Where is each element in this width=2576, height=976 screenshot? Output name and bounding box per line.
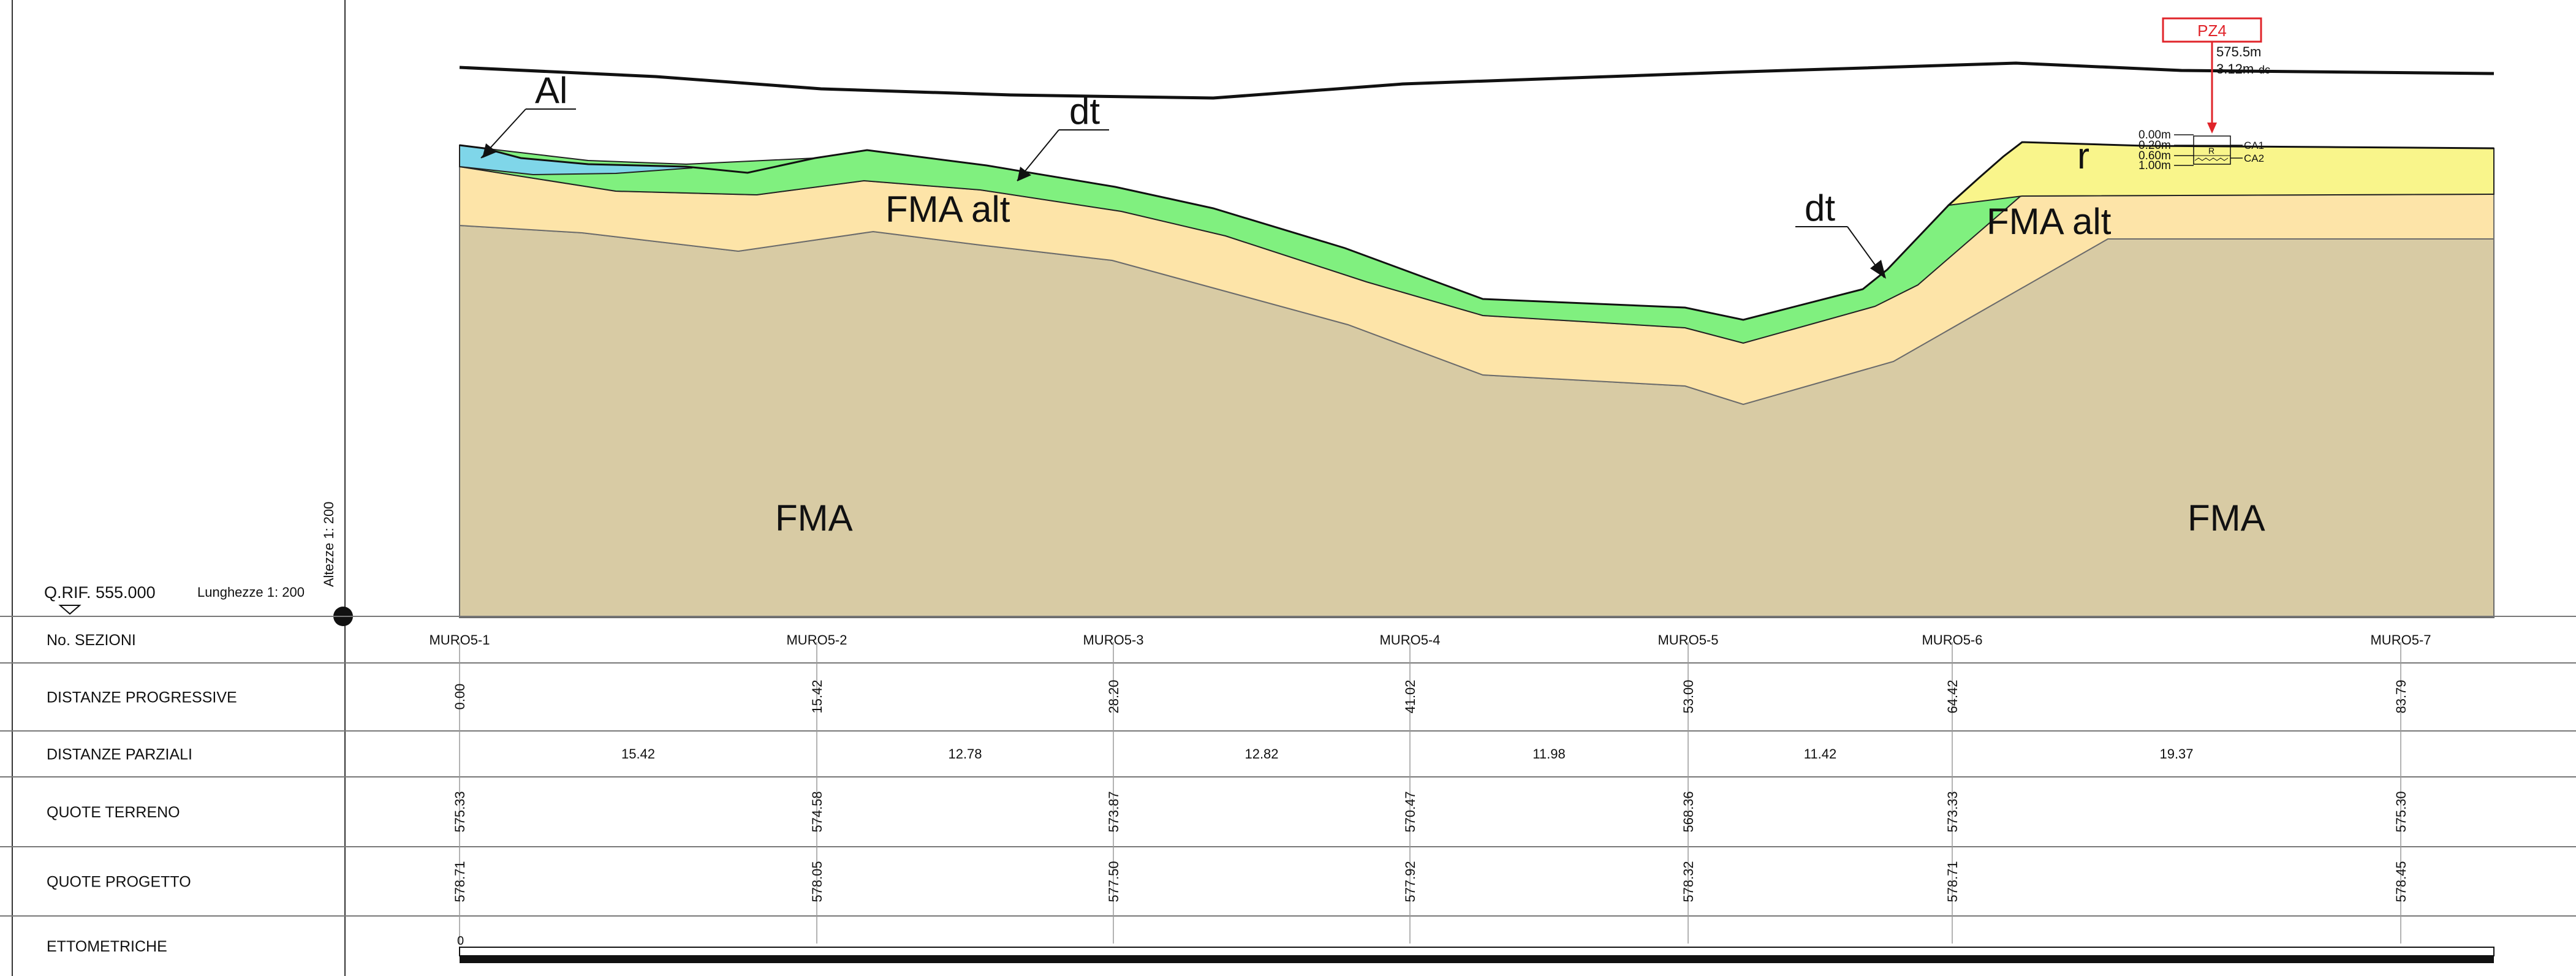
ettometriche-bar: 0 [457,934,2495,963]
project-elevation: 578.32 [1681,861,1696,902]
terrain-elevation: 568.36 [1681,791,1696,832]
geology-labels: FMA FMA FMA alt FMA alt Al dt dt r [480,70,2265,539]
log-depth-1: 0.20m [2138,139,2171,152]
project-elevation: 578.71 [452,861,468,902]
partial-distance: 11.98 [1532,746,1565,762]
reference-triangle-icon [58,605,81,615]
row-header-sections: No. SEZIONI [47,632,136,649]
progressive-distance: 15.42 [809,679,825,713]
terrain-elevation: 575.30 [2393,791,2409,832]
row-header-terrain: QUOTE TERRENO [47,804,180,821]
terrain-elevation: 574.58 [809,791,825,832]
piezometer-id-box [2162,17,2262,43]
piezometer-arrow-icon [2207,123,2217,134]
ettometriche-start: 0 [457,934,464,948]
section-name: MURO5-6 [1922,632,1982,648]
project-elevation: 577.50 [1106,861,1121,902]
row-header-project: QUOTE PROGETTO [47,874,191,891]
fma-bedrock-layer [459,224,2495,618]
piezometer-id: PZ4 [2197,21,2227,40]
project-elevation: 577.92 [1403,861,1418,902]
dt-label-2: dt [1805,187,1835,229]
partial-distance: 12.78 [948,746,982,762]
fma-label-left: FMA [775,497,853,539]
piezometer-depth-unit: dc [2259,64,2270,76]
piezometer-elevation: 575.5m [2216,44,2261,59]
terrain-elevation: 575.33 [452,791,468,832]
fma-alt-label-left: FMA alt [885,189,1010,230]
row-header-partial: DISTANZE PARZIALI [47,746,192,763]
log-sample-2: CA2 [2244,153,2264,164]
log-depth-0: 0.00m [2138,129,2171,142]
section-name: MURO5-3 [1083,632,1143,648]
partial-distance: 12.82 [1244,746,1278,762]
lengths-scale: Lunghezze 1: 200 [197,584,305,600]
heights-scale: Altezze 1: 200 [321,502,336,587]
r-label: r [2077,135,2089,176]
section-name: MURO5-2 [786,632,847,648]
progressive-distance: 0.00 [452,684,468,710]
progressive-distance: 53.00 [1681,679,1696,713]
progressive-distance: 41.02 [1403,679,1418,713]
piezometer-pz4: PZ4 575.5m 3.12m dc 0.00m 0.20m 0.60m 1.… [2138,17,2270,172]
section-data-table: No. SEZIONI DISTANZE PROGRESSIVE DISTANZE … [0,616,2576,955]
project-elevation: 578.05 [809,861,825,902]
ground-profile-line [459,141,2495,321]
section-name: MURO5-7 [2370,632,2431,648]
terrain-elevation: 573.87 [1106,791,1121,832]
terrain-elevation: 570.47 [1403,791,1418,832]
section-name: MURO5-5 [1657,632,1718,648]
dt-callout-2: dt [1795,187,1886,279]
al-callout: Al [480,70,576,159]
al-label: Al [535,70,567,111]
terrain-elevation: 573.33 [1945,791,1960,832]
row-header-ettometriche: ETTOMETRICHE [47,938,167,955]
piezometer-depth: 3.12m [2216,61,2254,77]
project-grade-line [459,61,2495,100]
log-depth-3: 1.00m [2138,159,2171,172]
progressive-distance: 64.42 [1945,679,1960,713]
partial-distance: 15.42 [621,746,655,762]
progressive-distance: 28.20 [1106,679,1121,713]
partial-distance: 11.42 [1804,746,1836,762]
log-sample-1: CA1 [2244,140,2264,151]
fma-label-right: FMA [2188,497,2265,539]
row-header-progressive: DISTANZE PROGRESSIVE [47,689,237,706]
project-elevation: 578.45 [2393,861,2409,902]
dt-label-1: dt [1069,91,1100,132]
section-name: MURO5-1 [429,632,490,648]
reference-block: Q.RIF. 555.000 Lunghezze 1: 200 Altezze … [12,0,353,976]
section-name: MURO5-4 [1379,632,1440,648]
borehole-log: 0.00m 0.20m 0.60m 1.00m R CA1 CA2 [2138,129,2264,172]
dt-callout-1: dt [1017,91,1109,181]
geology-layers [458,141,2495,618]
reference-quota: Q.RIF. 555.000 [44,583,156,602]
project-elevation: 578.71 [1945,861,1960,902]
partial-distance: 19.37 [2159,746,2193,762]
log-unit: R [2208,146,2214,156]
fma-alt-label-right: FMA alt [1987,201,2112,242]
progressive-distance: 83.79 [2393,679,2409,713]
log-depth-2: 0.60m [2138,149,2171,162]
